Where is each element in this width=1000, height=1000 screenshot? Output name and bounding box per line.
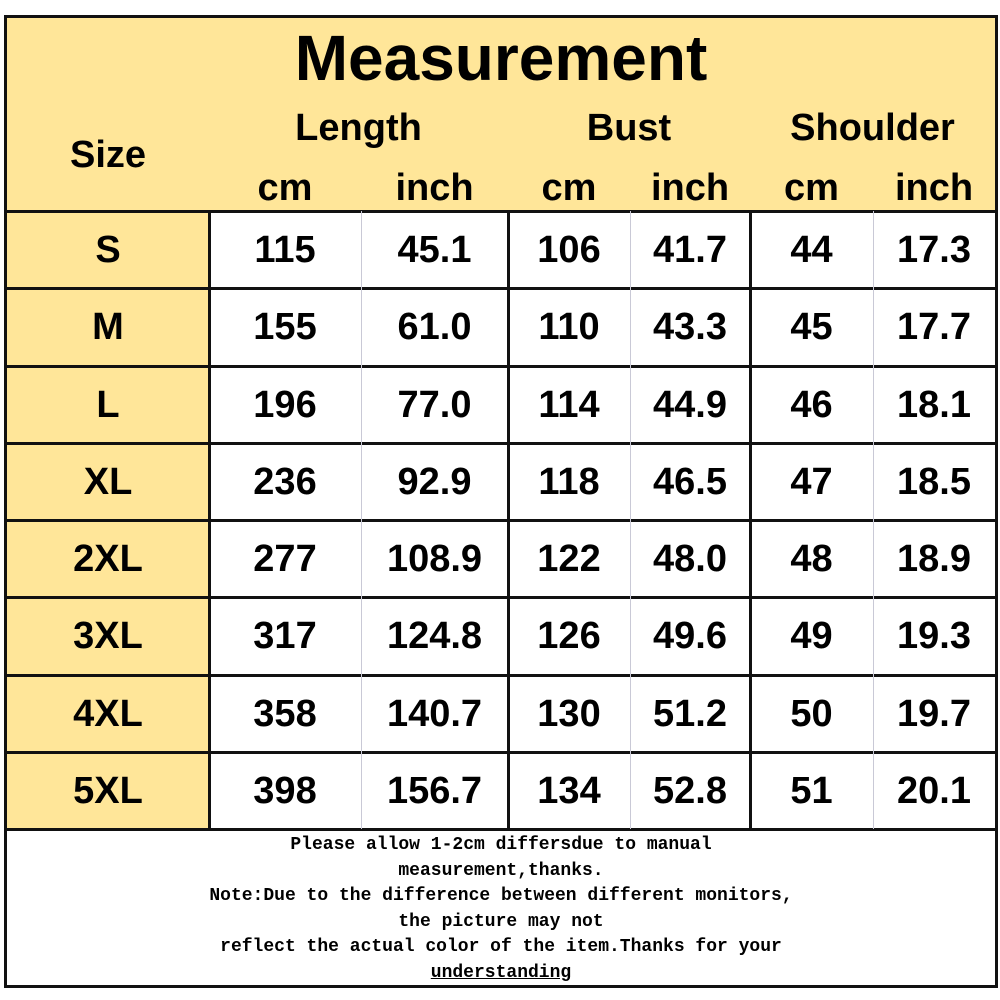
table-cell: 49.6 xyxy=(653,615,727,658)
table-cell: 92.9 xyxy=(397,460,472,503)
table-cell: 19.7 xyxy=(897,692,971,735)
table-cell: 20.1 xyxy=(897,769,971,812)
group-header-shoulder: Shoulder xyxy=(790,107,955,149)
table-cell: 48 xyxy=(790,538,833,580)
unit-divider xyxy=(630,211,631,829)
unit-divider xyxy=(361,211,362,829)
unit-header: inch xyxy=(650,167,730,209)
table-cell: 115 xyxy=(254,229,316,271)
size-label: 4XL xyxy=(73,692,143,735)
row-divider xyxy=(7,828,995,831)
table-cell: 118 xyxy=(538,460,600,503)
table-cell: 134 xyxy=(537,769,601,812)
table-cell: 46 xyxy=(790,383,833,426)
size-label: S xyxy=(95,229,121,271)
size-label: 5XL xyxy=(73,769,143,812)
table-cell: 45.1 xyxy=(397,229,472,271)
table-cell: 155 xyxy=(253,306,317,349)
table-cell: 140.7 xyxy=(386,692,483,735)
unit-header: inch xyxy=(395,167,474,209)
table-cell: 156.7 xyxy=(386,769,483,812)
table-cell: 277 xyxy=(253,538,317,580)
table-cell: 77.0 xyxy=(397,383,472,426)
table-cell: 122 xyxy=(537,538,601,580)
size-label: XL xyxy=(83,460,133,503)
unit-header: cm xyxy=(541,167,597,209)
footer-line: Please allow 1-2cm differsdue to manual xyxy=(290,835,712,855)
group-divider xyxy=(749,211,752,829)
table-cell: 108.9 xyxy=(386,538,483,580)
unit-header: cm xyxy=(784,167,839,209)
table-cell: 51.2 xyxy=(653,692,727,735)
table-cell: 114 xyxy=(538,383,600,426)
group-divider xyxy=(507,211,510,829)
table-cell: 18.9 xyxy=(897,538,971,580)
size-label: L xyxy=(96,383,120,426)
group-divider xyxy=(208,211,211,829)
size-header: Size xyxy=(69,134,147,176)
table-cell: 49 xyxy=(790,615,833,658)
row-divider xyxy=(7,750,995,754)
footer-line: reflect the actual color of the item.Tha… xyxy=(220,937,782,957)
table-cell: 46.5 xyxy=(653,460,727,503)
table-cell: 47 xyxy=(790,460,833,503)
table-cell: 236 xyxy=(253,460,317,503)
table-cell: 124.8 xyxy=(386,615,483,658)
table-cell: 50 xyxy=(790,692,833,735)
footer-line: Note:Due to the difference between diffe… xyxy=(209,886,793,906)
size-label: M xyxy=(92,306,124,349)
row-divider xyxy=(7,596,995,600)
group-header-bust: Bust xyxy=(586,107,672,149)
table-cell: 126 xyxy=(537,615,601,658)
group-header-length: Length xyxy=(295,107,422,149)
table-cell: 18.5 xyxy=(897,460,971,503)
table-cell: 17.7 xyxy=(897,306,971,349)
unit-header: cm xyxy=(257,167,313,209)
table-cell: 44 xyxy=(790,229,833,271)
table-cell: 196 xyxy=(253,383,317,426)
footer-line: the picture may not xyxy=(398,911,604,932)
table-cell: 110 xyxy=(538,306,600,349)
footer-line: measurement,thanks. xyxy=(398,860,604,881)
header-background xyxy=(7,18,995,211)
table-cell: 51 xyxy=(790,769,833,812)
table-cell: 317 xyxy=(253,615,317,658)
row-divider xyxy=(7,673,995,677)
table-title: Measurement xyxy=(294,22,708,94)
footer-note: Please allow 1-2cm differsdue to manual … xyxy=(7,833,995,986)
table-cell: 43.3 xyxy=(653,306,727,349)
unit-divider xyxy=(873,211,874,829)
row-divider xyxy=(7,364,995,368)
table-cell: 44.9 xyxy=(653,383,727,426)
table-cell: 106 xyxy=(537,229,601,271)
table-cell: 130 xyxy=(537,692,601,735)
table-cell: 398 xyxy=(253,769,317,812)
size-label: 3XL xyxy=(73,615,143,658)
row-divider xyxy=(7,210,995,213)
table-cell: 61.0 xyxy=(397,306,472,349)
table-cell: 19.3 xyxy=(897,615,971,658)
footer-line: understanding xyxy=(430,962,572,983)
table-cell: 45 xyxy=(790,306,833,349)
table-cell: 18.1 xyxy=(897,383,971,426)
size-label: 2XL xyxy=(73,538,143,580)
table-cell: 17.3 xyxy=(897,229,971,271)
row-divider xyxy=(7,287,995,291)
table-cell: 358 xyxy=(253,692,317,735)
table-cell: 52.8 xyxy=(653,769,727,812)
table-cell: 48.0 xyxy=(653,538,727,580)
unit-header: inch xyxy=(894,167,974,209)
table-cell: 41.7 xyxy=(653,229,727,271)
table-frame xyxy=(4,15,998,988)
row-divider xyxy=(7,519,995,522)
row-divider xyxy=(7,441,995,445)
